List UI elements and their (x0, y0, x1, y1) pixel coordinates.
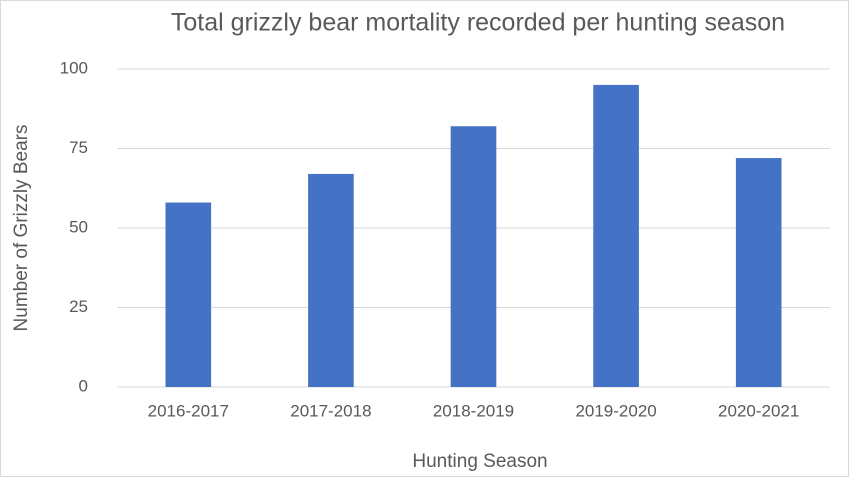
y-tick-label: 100 (60, 58, 88, 77)
y-tick-label: 0 (79, 376, 88, 395)
bar (450, 126, 497, 388)
y-axis-title: Number of Grizzly Bears (11, 125, 32, 332)
x-tick-label: 2018-2019 (433, 401, 514, 420)
x-tick-label: 2016-2017 (148, 401, 229, 420)
y-tick-label: 75 (69, 138, 88, 157)
x-tick-label: 2019-2020 (575, 401, 656, 420)
chart-title: Total grizzly bear mortality recorded pe… (171, 9, 785, 37)
x-tick-label: 2020-2021 (718, 401, 799, 420)
y-tick-label: 50 (69, 217, 88, 236)
y-tick-label: 25 (69, 297, 88, 316)
x-tick-label: 2017-2018 (290, 401, 371, 420)
bar (165, 202, 212, 387)
bar (308, 173, 354, 387)
bar (593, 84, 639, 388)
bar (735, 158, 782, 387)
x-axis-title: Hunting Season (412, 451, 547, 472)
